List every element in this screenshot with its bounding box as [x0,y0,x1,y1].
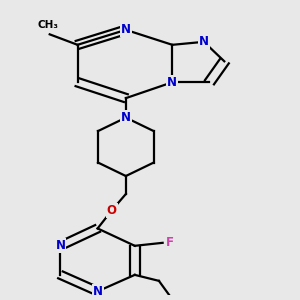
Text: N: N [93,285,103,298]
Text: CH₃: CH₃ [37,20,58,30]
Text: N: N [167,76,177,89]
Text: N: N [199,35,209,48]
Text: O: O [107,204,117,217]
Text: N: N [56,239,65,252]
Text: F: F [166,236,174,249]
Text: N: N [121,23,131,36]
Text: N: N [121,111,131,124]
